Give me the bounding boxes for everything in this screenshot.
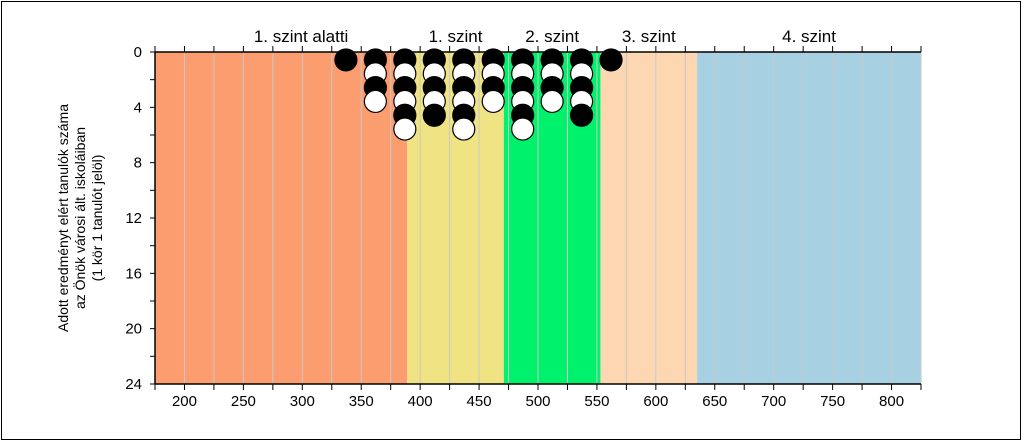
y-axis-label: Adott eredményt elért tanulók száma az Ön…	[55, 104, 105, 332]
band-1	[155, 52, 408, 384]
student-dot	[334, 48, 358, 72]
x-tick-label: 500	[525, 393, 550, 410]
student-dot	[422, 103, 446, 127]
x-tick-label: 450	[467, 393, 492, 410]
x-tick-label: 600	[643, 393, 668, 410]
level-label-5: 4. szint	[782, 27, 836, 46]
x-tick-label: 650	[702, 393, 727, 410]
student-dot	[481, 89, 505, 114]
student-dot	[599, 48, 623, 72]
x-tick-label: 350	[349, 393, 374, 410]
y-tick-label: 8	[134, 155, 142, 172]
student-dot	[363, 89, 387, 114]
x-tick-label: 400	[408, 393, 433, 410]
y-tick-label: 4	[134, 99, 142, 116]
x-tick-label: 750	[820, 393, 845, 410]
y-tick-label: 20	[125, 321, 142, 338]
y-label-line-2: az Önök városi ált. iskoláiban	[71, 127, 88, 309]
x-tick-label: 250	[231, 393, 256, 410]
student-dot	[511, 117, 535, 141]
y-tick-label: 16	[125, 265, 142, 282]
x-tick-label: 300	[290, 393, 315, 410]
y-tick-label: 12	[125, 210, 142, 227]
x-tick-label: 700	[761, 393, 786, 410]
student-dots	[334, 48, 623, 141]
student-dot	[452, 117, 476, 141]
y-label-line-1: Adott eredményt elért tanulók száma	[55, 104, 71, 332]
level-label-4: 3. szint	[622, 27, 676, 46]
student-dot	[570, 103, 594, 127]
band-5	[697, 52, 921, 384]
band-4	[600, 52, 698, 384]
axes: 200 250 300 350 400 450 500 550 600 650 700 750 800 0…	[125, 44, 922, 410]
student-dot	[540, 89, 564, 114]
y-label-line-3: (1 kör 1 tanulót jelöl)	[89, 155, 105, 282]
x-tick-label: 800	[879, 393, 904, 410]
x-tick-label: 200	[172, 393, 197, 410]
student-dot	[393, 117, 417, 141]
y-tick-label: 24	[125, 376, 142, 393]
level-label-2: 1. szint	[429, 27, 483, 46]
grid-lines	[154, 52, 922, 384]
y-tick-label: 0	[134, 44, 142, 61]
level-labels: 1. szint alatti 1. szint 2. szint 3. szint 4…	[254, 27, 836, 46]
x-tick-label: 550	[584, 393, 609, 410]
level-label-3: 2. szint	[525, 27, 579, 46]
level-label-1: 1. szint alatti	[254, 27, 349, 46]
